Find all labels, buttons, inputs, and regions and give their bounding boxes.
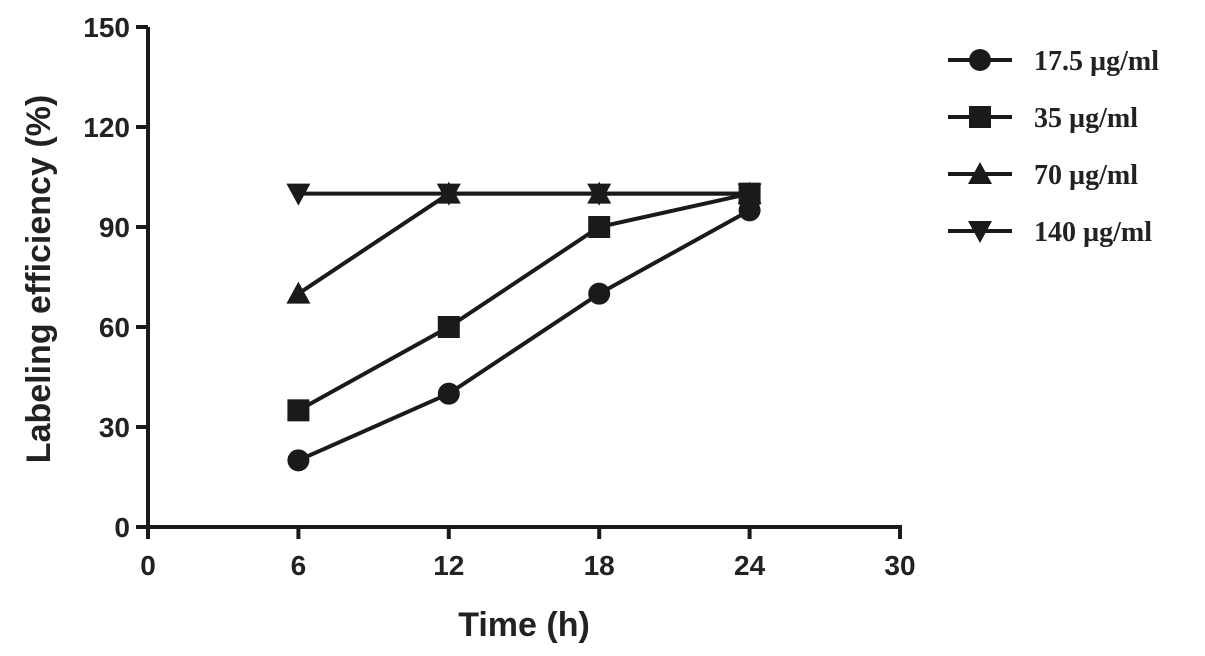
- series-1: [287, 199, 761, 472]
- legend-item: 140 µg/ml: [948, 217, 1152, 248]
- legend-item: 70 µg/ml: [948, 160, 1138, 191]
- legend-marker: [968, 221, 992, 243]
- axes: 0 30 60 90 120 150 0 6 12 18 24 30: [83, 12, 915, 581]
- legend-label: 17.5 µg/ml: [1034, 46, 1159, 77]
- y-tick-label: 90: [99, 212, 130, 243]
- data-point: [437, 382, 460, 405]
- series-4: [286, 183, 762, 206]
- series-line: [297, 191, 751, 413]
- x-tick-label: 18: [584, 550, 615, 581]
- data-point: [588, 282, 611, 305]
- data-point: [588, 216, 611, 238]
- x-axis-title: Time (h): [458, 606, 590, 644]
- legend-marker: [969, 106, 991, 128]
- y-tick-label: 60: [99, 312, 130, 343]
- data-point: [436, 183, 461, 206]
- data-point: [286, 281, 311, 304]
- series-2: [287, 182, 761, 422]
- legend-item: 17.5 µg/ml: [948, 46, 1159, 77]
- series-line: [297, 208, 751, 463]
- data-point: [287, 399, 310, 422]
- y-tick-label: 120: [83, 112, 130, 143]
- legend-item: 35 µg/ml: [948, 103, 1138, 134]
- x-tick-label: 6: [291, 550, 307, 581]
- data-point: [587, 183, 612, 206]
- y-tick-label: 30: [99, 412, 130, 443]
- legend-marker: [968, 162, 992, 184]
- legend-marker: [969, 49, 991, 71]
- legend-label: 35 µg/ml: [1034, 103, 1138, 134]
- data-point: [286, 183, 311, 206]
- x-tick-label: 24: [734, 550, 766, 581]
- data-point: [738, 199, 761, 222]
- x-tick-label: 30: [884, 550, 915, 581]
- legend-label: 70 µg/ml: [1034, 160, 1138, 191]
- legend: 17.5 µg/ml 35 µg/ml 70 µg/ml 140 µg/ml: [948, 46, 1159, 248]
- y-tick-label: 150: [83, 12, 130, 43]
- data-point: [287, 449, 310, 472]
- y-tick-label: 0: [114, 512, 130, 543]
- data-point: [737, 183, 762, 206]
- x-tick-label: 0: [140, 550, 156, 581]
- series-layer: [286, 181, 762, 472]
- y-axis-title: Labeling efficiency (%): [20, 95, 58, 463]
- x-tick-label: 12: [433, 550, 464, 581]
- data-point: [437, 316, 460, 338]
- legend-label: 140 µg/ml: [1034, 217, 1152, 248]
